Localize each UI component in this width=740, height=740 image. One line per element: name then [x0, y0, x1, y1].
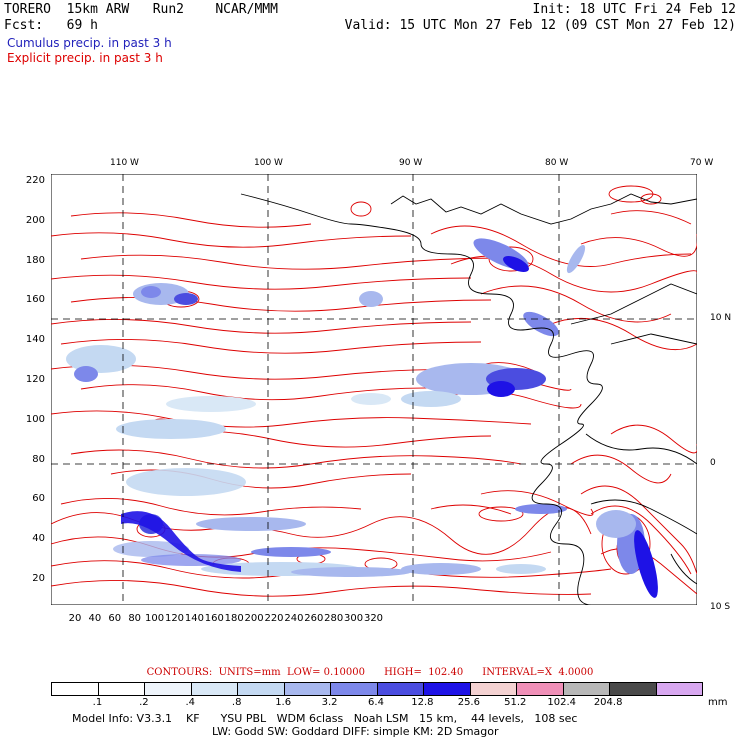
colorbar-label: 51.2 [504, 697, 527, 708]
lon-label: 100 W [254, 158, 283, 168]
y-tick-label: 80 [32, 453, 45, 465]
model-info: Model Info: V3.3.1 KF YSU PBL WDM 6class… [72, 712, 578, 725]
x-tick-label: 120 [164, 613, 185, 624]
physics-info: LW: Godd SW: Goddard DIFF: simple KM: 2D… [212, 725, 499, 738]
x-tick-label: 280 [324, 613, 344, 624]
x-tick-label: 300 [344, 613, 364, 624]
x-tick-label: 60 [108, 613, 122, 624]
lon-label: 70 W [690, 158, 714, 168]
y-tick-label: 180 [25, 254, 45, 266]
colorbar-cell [144, 683, 191, 695]
coastlines [240, 193, 697, 605]
colorbar-cell [52, 683, 98, 695]
colorbar-cell [237, 683, 284, 695]
y-tick-label: 120 [25, 373, 45, 385]
colorbar-label: 25.6 [457, 697, 480, 708]
lon-label: 110 W [110, 158, 139, 168]
colorbar-label: 204.8 [593, 697, 623, 708]
x-tick-label: 240 [284, 613, 304, 624]
y-tick-label: 200 [25, 214, 45, 226]
legend-cumulus: Cumulus precip. in past 3 h [7, 36, 172, 50]
lat-label: 0 [710, 458, 716, 468]
colorbar-label: .1 [92, 697, 103, 708]
y-tick-label: 160 [25, 294, 45, 306]
colorbar-cell [609, 683, 656, 695]
x-tick-label: 180 [224, 613, 244, 624]
x-tick-label: 220 [264, 613, 284, 624]
x-tick-label: 140 [184, 613, 204, 624]
y-tick-label: 60 [32, 493, 45, 505]
colorbar-cell [655, 683, 702, 695]
x-tick-label: 200 [244, 613, 264, 624]
colorbar-cell [516, 683, 563, 695]
y-tick-label: 20 [32, 572, 45, 584]
y-tick-label: 140 [25, 334, 45, 346]
colorbar [51, 682, 703, 696]
colorbar-cell [469, 683, 516, 695]
lon-label: 80 W [545, 158, 569, 168]
colorbar-label: .2 [139, 697, 149, 708]
forecast-hour: Fcst: 69 h [4, 18, 98, 33]
colorbar-cell [190, 683, 237, 695]
lat-label: 10 S [710, 602, 731, 612]
init-time: Init: 18 UTC Fri 24 Feb 12 [532, 2, 737, 17]
colorbar-cell [330, 683, 377, 695]
colorbar-cell [423, 683, 470, 695]
colorbar-cell [562, 683, 609, 695]
x-tick-label: 100 [145, 613, 165, 624]
precipitation-map [51, 174, 697, 605]
x-tick-label: 20 [68, 613, 82, 624]
lat-label: 10 N [710, 313, 732, 323]
colorbar-cell [376, 683, 423, 695]
x-tick-label: 320 [363, 613, 384, 624]
y-tick-label: 220 [25, 175, 45, 186]
valid-time: Valid: 15 UTC Mon 27 Feb 12 (09 CST Mon … [344, 18, 736, 33]
header-title-line: TORERO 15km ARW Run2 NCAR/MMM [4, 2, 278, 17]
colorbar-cell [283, 683, 330, 695]
colorbar-cell [97, 683, 144, 695]
x-tick-label: 160 [204, 613, 224, 624]
colorbar-label: 12.8 [411, 697, 434, 708]
legend-explicit: Explicit precip. in past 3 h [7, 51, 163, 65]
colorbar-label: 6.4 [368, 697, 384, 708]
colorbar-label: .4 [185, 697, 196, 708]
y-tick-label: 40 [32, 533, 45, 545]
x-tick-label: 80 [128, 613, 142, 624]
colorbar-label: .8 [231, 697, 242, 708]
colorbar-label: 3.2 [321, 697, 338, 708]
colorbar-label: 102.4 [547, 697, 577, 708]
colorbar-units: mm [708, 697, 728, 708]
x-tick-label: 260 [304, 613, 324, 624]
cumulus-precip-shading [66, 238, 658, 598]
contour-info: CONTOURS: UNITS=mm LOW= 0.10000 HIGH= 10… [146, 667, 594, 678]
lon-label: 90 W [399, 158, 423, 168]
colorbar-label: 1.6 [275, 697, 292, 708]
x-tick-label: 40 [88, 613, 102, 624]
y-tick-label: 100 [25, 413, 45, 425]
